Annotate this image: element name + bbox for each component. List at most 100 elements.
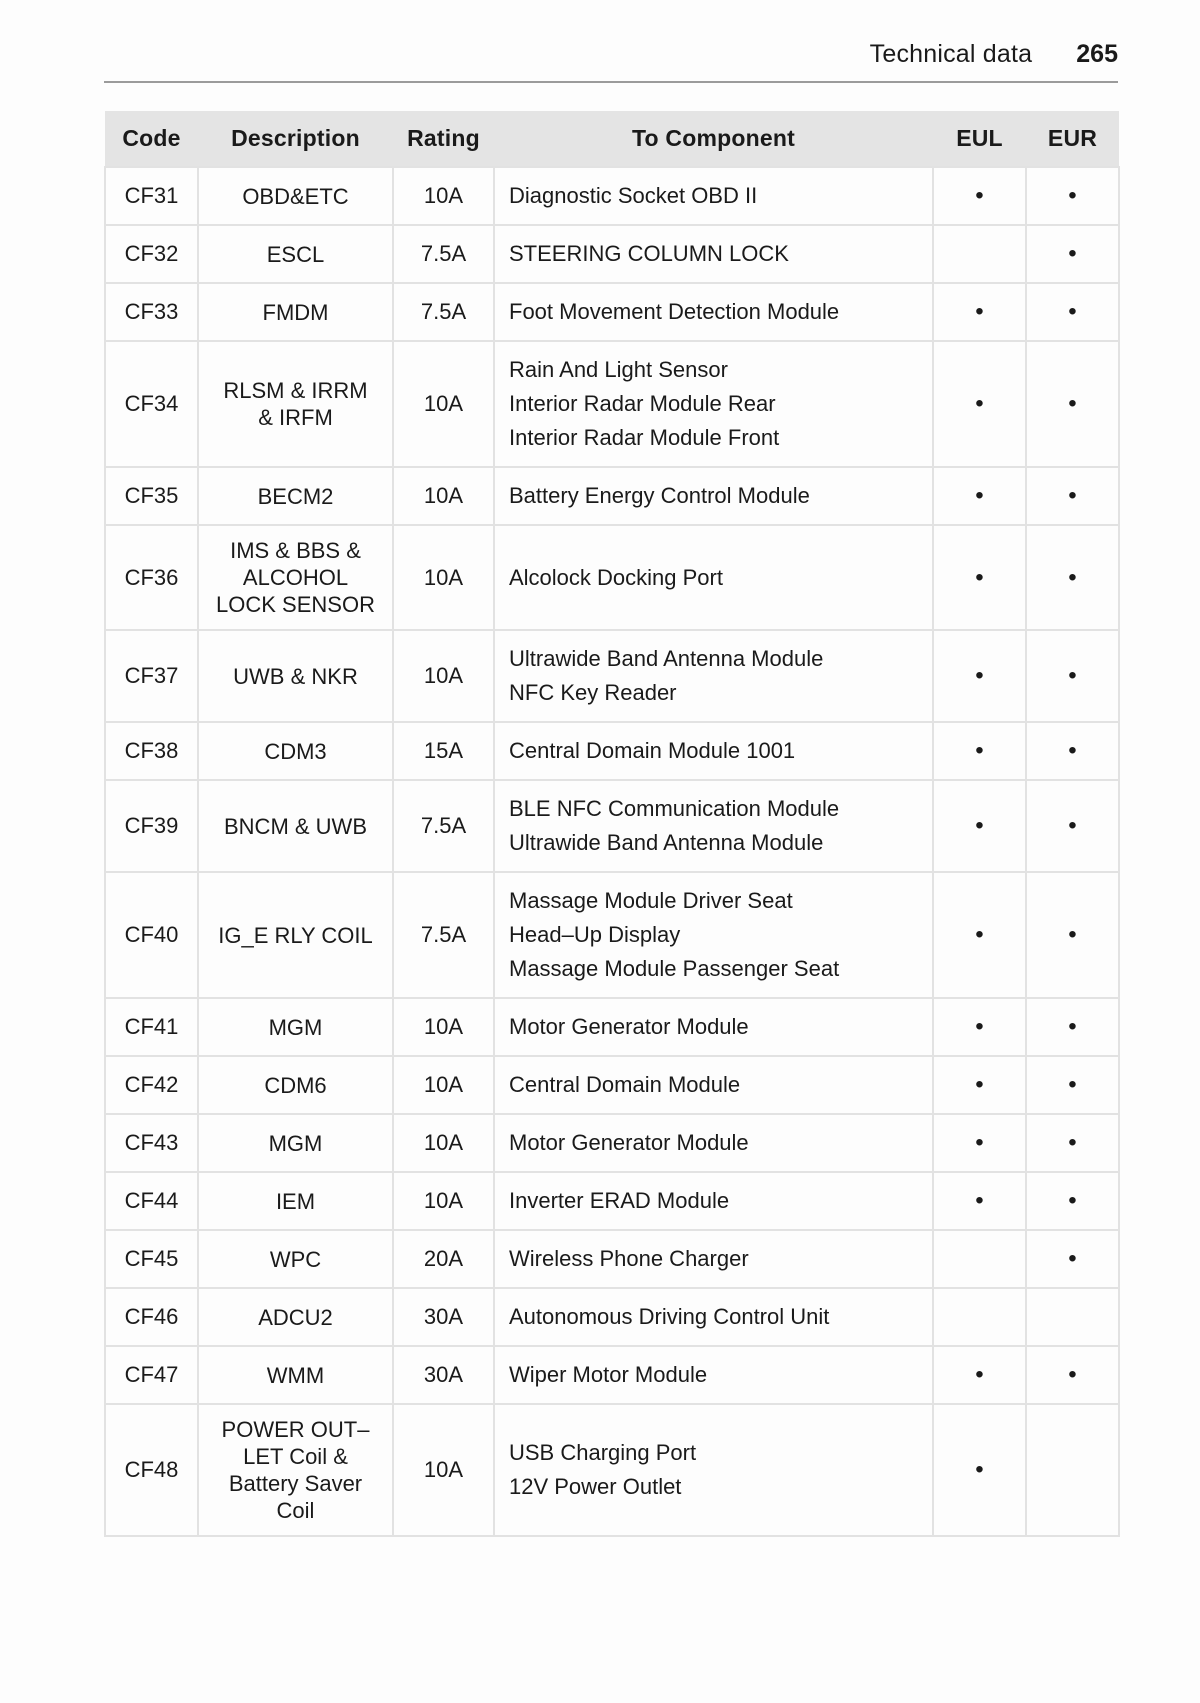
component-cell: Wireless Phone Charger <box>493 1229 934 1289</box>
fuse-code-cell: CF37 <box>104 629 199 723</box>
fuse-rating-cell: 15A <box>392 721 495 781</box>
eul-availability-cell: • <box>932 282 1027 342</box>
component-line: BLE NFC Communication Module <box>509 796 840 821</box>
fuse-rating-cell: 7.5A <box>392 871 495 999</box>
component-cell: Battery Energy Control Module <box>493 466 934 526</box>
table-row: CF41 MGM 10A Motor Generator Module • • <box>104 997 1120 1057</box>
eur-availability-cell: • <box>1025 721 1120 781</box>
eul-availability-cell <box>932 1287 1027 1347</box>
table-row: CF45 WPC 20A Wireless Phone Charger • <box>104 1229 1120 1289</box>
fuse-code-cell: CF43 <box>104 1113 199 1173</box>
eur-availability-cell: • <box>1025 1345 1120 1405</box>
component-line: Ultrawide Band Antenna Module <box>509 646 824 671</box>
fuse-code-cell: CF45 <box>104 1229 199 1289</box>
eul-availability-cell: • <box>932 1055 1027 1115</box>
table-row: CF43 MGM 10A Motor Generator Module • • <box>104 1113 1120 1173</box>
eul-availability-cell: • <box>932 166 1027 226</box>
component-line: Interior Radar Module Front <box>509 425 780 450</box>
fuse-code-cell: CF38 <box>104 721 199 781</box>
table-row: CF48 POWER OUT– LET Coil & Battery Saver… <box>104 1403 1120 1537</box>
component-cell: Diagnostic Socket OBD II <box>493 166 934 226</box>
eur-availability-cell: • <box>1025 997 1120 1057</box>
component-line: Rain And Light Sensor <box>509 357 728 382</box>
eul-availability-cell: • <box>932 1345 1027 1405</box>
fuse-code-cell: CF46 <box>104 1287 199 1347</box>
component-line: Motor Generator Module <box>509 1014 749 1039</box>
fuse-code-cell: CF42 <box>104 1055 199 1115</box>
component-line: Diagnostic Socket OBD II <box>509 183 758 208</box>
fuse-description-cell: UWB & NKR <box>197 629 394 723</box>
column-header-code: Code <box>105 111 198 167</box>
component-cell: BLE NFC Communication Module Ultrawide Ba… <box>493 779 934 873</box>
fuse-code-cell: CF33 <box>104 282 199 342</box>
fuse-table-body: CF31 OBD&ETC 10A Diagnostic Socket OBD I… <box>104 166 1120 1537</box>
component-line: Alcolock Docking Port <box>509 564 723 590</box>
component-line: Head–Up Display <box>509 922 681 947</box>
fuse-rating-cell: 7.5A <box>392 282 495 342</box>
eul-availability-cell: • <box>932 779 1027 873</box>
eur-availability-cell: • <box>1025 466 1120 526</box>
component-cell: Motor Generator Module <box>493 997 934 1057</box>
fuse-code-cell: CF48 <box>104 1403 199 1537</box>
fuse-description-cell: IMS & BBS & ALCOHOL LOCK SENSOR <box>197 524 394 631</box>
fuse-rating-cell: 10A <box>392 466 495 526</box>
eul-availability-cell: • <box>932 524 1027 631</box>
fuse-code-cell: CF39 <box>104 779 199 873</box>
column-header-description: Description <box>198 111 393 167</box>
eur-availability-cell: • <box>1025 779 1120 873</box>
column-header-rating: Rating <box>393 111 494 167</box>
eur-availability-cell: • <box>1025 1055 1120 1115</box>
component-line: Massage Module Driver Seat <box>509 888 793 913</box>
fuse-description-cell: CDM3 <box>197 721 394 781</box>
eur-availability-cell: • <box>1025 524 1120 631</box>
column-header-eur: EUR <box>1026 111 1119 167</box>
header-row: Code Description Rating To Component EUL… <box>105 111 1119 167</box>
eur-availability-cell: • <box>1025 340 1120 468</box>
fuse-code-cell: CF44 <box>104 1171 199 1231</box>
component-cell: Central Domain Module <box>493 1055 934 1115</box>
component-cell: Foot Movement Detection Module <box>493 282 934 342</box>
eur-availability-cell: • <box>1025 282 1120 342</box>
component-line: Battery Energy Control Module <box>509 483 810 508</box>
eul-availability-cell: • <box>932 1171 1027 1231</box>
fuse-rating-cell: 30A <box>392 1345 495 1405</box>
fuse-code-cell: CF40 <box>104 871 199 999</box>
table-row: CF40 IG_E RLY COIL 7.5A Massage Module D… <box>104 871 1120 999</box>
eul-availability-cell: • <box>932 1403 1027 1537</box>
fuse-rating-cell: 10A <box>392 1171 495 1231</box>
table-row: CF46 ADCU2 30A Autonomous Driving Contro… <box>104 1287 1120 1347</box>
fuse-rating-cell: 7.5A <box>392 224 495 284</box>
eur-availability-cell: • <box>1025 166 1120 226</box>
table-row: CF38 CDM3 15A Central Domain Module 1001… <box>104 721 1120 781</box>
table-row: CF42 CDM6 10A Central Domain Module • • <box>104 1055 1120 1115</box>
fuse-rating-cell: 10A <box>392 1113 495 1173</box>
fuse-code-cell: CF41 <box>104 997 199 1057</box>
eul-availability-cell: • <box>932 466 1027 526</box>
fuse-description-cell: IG_E RLY COIL <box>197 871 394 999</box>
component-line: Central Domain Module <box>509 1072 741 1097</box>
eul-availability-cell <box>932 224 1027 284</box>
table-row: CF32 ESCL 7.5A STEERING COLUMN LOCK • <box>104 224 1120 284</box>
component-cell: STEERING COLUMN LOCK <box>493 224 934 284</box>
table-row: CF47 WMM 30A Wiper Motor Module • • <box>104 1345 1120 1405</box>
fuse-description-cell: FMDM <box>197 282 394 342</box>
fuse-rating-cell: 30A <box>392 1287 495 1347</box>
component-line: Autonomous Driving Control Unit <box>509 1304 830 1329</box>
fuse-rating-cell: 7.5A <box>392 779 495 873</box>
fuse-description-cell: WPC <box>197 1229 394 1289</box>
component-line: USB Charging Port <box>509 1440 697 1465</box>
eul-availability-cell: • <box>932 871 1027 999</box>
component-line: 12V Power Outlet <box>509 1474 682 1499</box>
fuse-description-cell: IEM <box>197 1171 394 1231</box>
component-cell: Wiper Motor Module <box>493 1345 934 1405</box>
table-row: CF33 FMDM 7.5A Foot Movement Detection M… <box>104 282 1120 342</box>
component-cell: Alcolock Docking Port <box>493 524 934 631</box>
fuse-rating-cell: 20A <box>392 1229 495 1289</box>
table-row: CF31 OBD&ETC 10A Diagnostic Socket OBD I… <box>104 166 1120 226</box>
fuse-rating-cell: 10A <box>392 997 495 1057</box>
fuse-code-cell: CF31 <box>104 166 199 226</box>
eur-availability-cell: • <box>1025 629 1120 723</box>
column-header-to-component: To Component <box>494 111 933 167</box>
component-line: Wireless Phone Charger <box>509 1246 749 1271</box>
